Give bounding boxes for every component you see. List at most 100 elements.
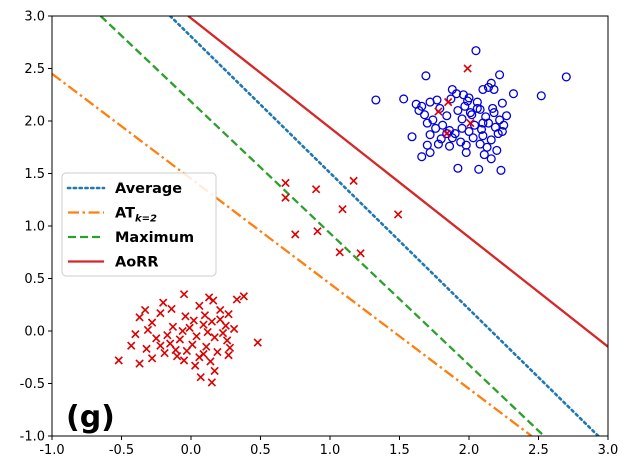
data-point-circle — [492, 145, 502, 155]
data-points — [114, 46, 571, 387]
data-point-circle — [453, 163, 463, 173]
line-maximum — [99, 16, 545, 436]
legend-label: ATk=2 — [115, 206, 157, 225]
line-average — [168, 16, 600, 436]
data-point-circle — [468, 133, 478, 143]
data-point-cross — [224, 310, 233, 319]
data-point-circle — [497, 126, 507, 137]
legend-box — [61, 172, 217, 277]
data-point-circle — [433, 139, 443, 149]
data-point-circle — [470, 120, 480, 130]
x-tick-label: 2.5 — [528, 443, 549, 458]
data-point-circle — [486, 78, 496, 88]
data-point-circle — [479, 150, 489, 160]
data-point-circle — [444, 141, 455, 151]
data-point-cross — [178, 326, 187, 336]
data-point-cross — [135, 313, 144, 322]
data-point-circle — [446, 94, 456, 104]
legend-label-main: AT — [115, 206, 135, 222]
data-point-cross — [210, 333, 219, 342]
data-point-circle — [399, 94, 409, 104]
data-point-cross — [140, 305, 150, 315]
data-point-cross — [291, 230, 300, 239]
line-at — [52, 72, 533, 436]
data-point-circle — [425, 147, 435, 158]
data-point-cross — [171, 345, 180, 355]
data-point-cross — [189, 316, 198, 325]
data-point-cross — [152, 334, 161, 343]
data-point-circle — [486, 154, 496, 164]
y-tick-label: -1.0 — [20, 430, 45, 445]
data-point-circle — [483, 118, 494, 128]
data-point-circle — [478, 118, 488, 128]
data-point-circle — [497, 98, 507, 108]
data-point-circle — [457, 114, 467, 124]
y-tick-label: 1.0 — [24, 220, 45, 235]
x-tick-label: 0.5 — [250, 443, 271, 458]
x-tick-label: 1.5 — [389, 443, 410, 458]
data-point-cross — [160, 348, 169, 358]
data-point-cross — [195, 301, 204, 310]
data-point-cross — [163, 331, 172, 340]
data-point-cross — [135, 359, 144, 368]
legend-label-main: AoRR — [115, 255, 159, 271]
data-point-circle — [495, 70, 505, 80]
data-point-cross — [156, 341, 165, 350]
data-point-cross — [222, 336, 232, 345]
data-point-cross — [463, 64, 472, 73]
data-point-cross — [442, 129, 451, 138]
y-tick-label: 0.0 — [24, 325, 45, 340]
data-point-cross — [253, 338, 262, 347]
x-tick-label: 3.0 — [598, 443, 619, 458]
data-point-circle — [425, 97, 435, 107]
data-point-circle — [536, 91, 546, 101]
data-point-cross — [434, 107, 443, 116]
data-point-cross — [185, 323, 194, 333]
data-point-circle — [453, 105, 463, 116]
data-point-cross — [131, 329, 140, 339]
data-point-cross — [225, 343, 235, 352]
data-point-circle — [508, 89, 519, 99]
data-point-cross — [338, 205, 347, 214]
data-point-cross — [172, 352, 182, 361]
data-point-circle — [478, 84, 488, 95]
data-point-circle — [471, 46, 481, 56]
data-point-cross — [207, 317, 217, 326]
y-axis-ticks: -1.0 -0.5 0.0 0.5 1.0 1.5 2.0 2.5 3.0 — [20, 10, 52, 445]
data-point-cross — [356, 249, 365, 258]
data-point-circle — [371, 95, 381, 105]
data-point-cross — [443, 97, 453, 107]
data-point-circle — [476, 124, 487, 134]
data-point-cross — [192, 332, 201, 341]
data-point-circle — [474, 164, 484, 174]
x-tick-label: 0.0 — [181, 443, 202, 458]
data-point-cross — [179, 356, 189, 365]
data-point-circle — [419, 110, 430, 120]
data-point-cross — [216, 305, 225, 315]
data-point-cross — [313, 227, 322, 236]
data-point-circle — [464, 126, 474, 137]
data-point-circle — [407, 132, 417, 142]
data-point-circle — [451, 89, 462, 99]
line-aorr — [187, 16, 608, 348]
data-point-circle — [561, 72, 571, 82]
data-point-circle — [442, 129, 452, 139]
data-point-cross — [229, 324, 239, 334]
legend: Average ATk=2 Maximum AoRR — [61, 172, 217, 277]
data-point-circle — [478, 131, 488, 141]
y-tick-label: 2.0 — [24, 115, 45, 130]
x-tick-label: 2.0 — [459, 443, 480, 458]
legend-label: Maximum — [115, 230, 194, 246]
data-point-cross — [207, 378, 217, 387]
data-point-cross — [349, 176, 358, 186]
legend-label-main: Maximum — [115, 230, 194, 246]
data-point-circle — [425, 130, 435, 140]
x-axis-ticks: -1.0 -0.5 0.0 0.5 1.0 1.5 2.0 2.5 3.0 — [39, 436, 618, 458]
data-point-cross — [175, 335, 185, 344]
data-point-cross — [147, 354, 157, 363]
data-point-circle — [436, 134, 446, 144]
data-point-cross — [232, 295, 242, 304]
data-point-cross — [167, 304, 176, 314]
data-point-circle — [472, 103, 482, 113]
data-point-cross — [281, 178, 290, 188]
